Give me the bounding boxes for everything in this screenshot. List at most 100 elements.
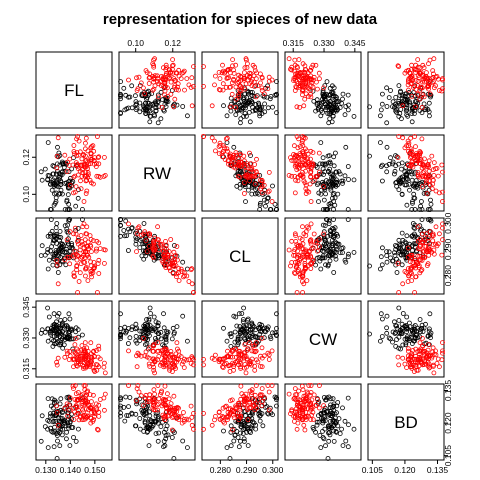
data-point [265, 350, 271, 356]
data-point [54, 456, 60, 461]
data-point [84, 224, 90, 230]
data-point [173, 356, 179, 362]
data-point [336, 416, 342, 422]
data-point [124, 413, 130, 418]
data-point [331, 154, 337, 160]
data-point [92, 354, 97, 360]
data-point [126, 383, 131, 388]
data-point [123, 218, 129, 224]
data-point [96, 346, 102, 352]
data-point [308, 221, 314, 227]
data-point [345, 217, 351, 222]
data-point [134, 398, 139, 404]
data-point [421, 101, 427, 107]
data-point [394, 325, 400, 331]
data-point [316, 413, 321, 419]
data-point [308, 383, 314, 388]
data-point [73, 438, 79, 444]
data-point [65, 207, 70, 212]
data-point [229, 80, 235, 86]
data-point [436, 231, 442, 237]
data-point [262, 101, 268, 107]
data-point [440, 76, 445, 82]
data-point [237, 407, 243, 413]
data-point [79, 343, 85, 349]
data-point [191, 356, 196, 362]
data-point [242, 401, 248, 407]
data-point [64, 429, 69, 435]
data-point [102, 370, 108, 376]
data-point [324, 79, 330, 84]
data-point [429, 186, 435, 192]
data-point [421, 351, 427, 357]
data-point [118, 334, 123, 340]
data-point [378, 107, 384, 113]
data-point [257, 321, 263, 327]
data-point [65, 413, 70, 419]
data-point [291, 68, 297, 74]
data-point [56, 253, 62, 259]
data-point [58, 426, 64, 432]
data-point [224, 113, 230, 119]
data-point [415, 367, 421, 373]
data-point [296, 388, 302, 394]
data-point [252, 162, 258, 167]
data-point [227, 369, 233, 374]
data-point [398, 107, 404, 112]
data-point [314, 419, 320, 425]
data-point [176, 87, 181, 93]
data-point [67, 248, 73, 254]
data-point [406, 87, 411, 93]
data-point [259, 85, 265, 91]
data-point [72, 383, 78, 388]
data-point [79, 239, 85, 245]
data-point [292, 231, 298, 237]
data-point [308, 67, 314, 73]
data-point [396, 362, 402, 368]
data-point [267, 207, 273, 212]
data-point [212, 148, 218, 154]
panel-frame-cw-fl [35, 300, 113, 378]
data-point [236, 401, 242, 407]
variable-label-bd: BD [394, 413, 418, 432]
data-point [129, 83, 135, 89]
data-point [89, 274, 94, 280]
data-point [45, 396, 51, 402]
data-point [240, 419, 246, 424]
data-point [419, 217, 425, 222]
data-point [409, 119, 415, 125]
data-point [252, 367, 258, 373]
data-point [51, 311, 57, 317]
data-point [241, 99, 247, 104]
data-point [156, 94, 161, 100]
data-point [394, 244, 400, 250]
data-point [152, 370, 158, 376]
data-point [345, 444, 351, 450]
data-point [316, 70, 322, 76]
tick-label-bd-right: 0.105 [443, 445, 453, 467]
data-point [233, 150, 239, 156]
data-point [95, 134, 100, 139]
data-point [412, 290, 418, 295]
tick-label-cl-right: 0.280 [443, 265, 453, 287]
data-point [137, 109, 143, 115]
data-point [220, 413, 225, 419]
data-point [236, 94, 242, 99]
data-point [45, 338, 51, 344]
data-point [71, 143, 77, 148]
data-point [222, 69, 228, 75]
data-point [145, 346, 151, 352]
data-point [384, 120, 390, 126]
data-point [299, 162, 305, 168]
data-point [222, 404, 228, 410]
data-point [404, 329, 410, 335]
data-point [426, 342, 431, 348]
data-point [148, 311, 153, 316]
data-point [55, 430, 60, 436]
data-point [326, 430, 331, 436]
data-point [409, 361, 415, 367]
data-point [417, 207, 423, 212]
data-point [431, 172, 437, 178]
data-point [95, 427, 101, 433]
data-point [244, 405, 250, 411]
